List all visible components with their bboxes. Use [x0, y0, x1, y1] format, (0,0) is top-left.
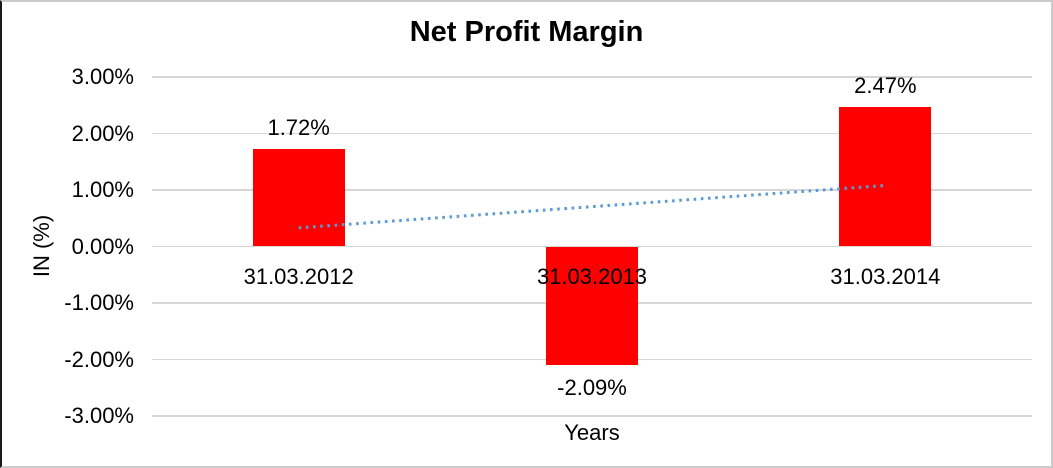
bar-value-label: 1.72% — [267, 115, 330, 141]
y-tick-label: 0.00% — [71, 233, 134, 259]
gridline — [152, 415, 1032, 417]
gridline — [152, 132, 1032, 135]
chart-title: Net Profit Margin — [409, 16, 644, 48]
x-category-label: 31.03.2014 — [830, 263, 941, 289]
bar-value-label: -2.09% — [557, 374, 627, 400]
y-tick-label: 2.00% — [71, 120, 134, 146]
y-tick-label: 1.00% — [71, 177, 134, 202]
gridline — [152, 76, 1032, 78]
x-category-label: 31.03.2012 — [243, 263, 354, 289]
bar-31.03.2013 — [546, 246, 638, 365]
x-axis-title: Years — [564, 420, 620, 445]
y-tick-label: -2.00% — [64, 346, 134, 372]
bar-31.03.2012 — [252, 149, 345, 247]
y-tick-label: -3.00% — [64, 403, 134, 428]
y-tick-label: -1.00% — [64, 290, 134, 315]
bar-value-label: 2.47% — [854, 72, 917, 98]
y-tick-label: 3.00% — [71, 64, 134, 89]
bar-31.03.2014 — [839, 106, 932, 247]
x-category-label: 31.03.2013 — [536, 263, 648, 289]
